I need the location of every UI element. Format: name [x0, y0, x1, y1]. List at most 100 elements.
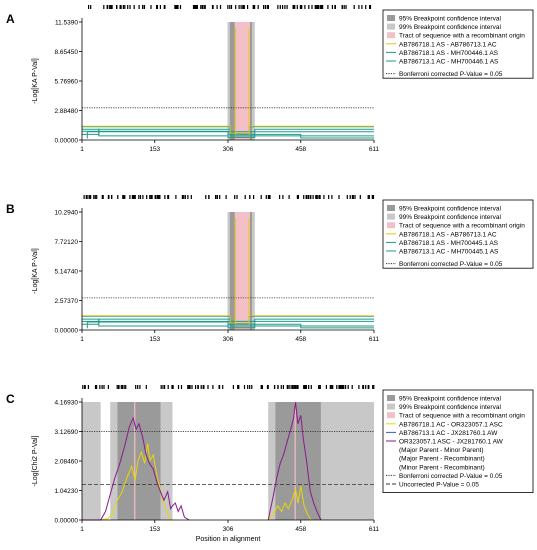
site-tick — [236, 195, 238, 199]
site-tick — [247, 5, 249, 9]
site-tick — [158, 195, 160, 199]
x-tick-label: 458 — [295, 146, 306, 153]
site-tick — [339, 385, 341, 389]
site-tick — [177, 385, 180, 389]
site-tick — [204, 5, 206, 9]
site-tick — [237, 385, 239, 389]
site-tick — [111, 195, 113, 199]
site-tick — [191, 385, 193, 389]
site-tick — [189, 385, 191, 389]
series-line — [82, 318, 374, 329]
site-tick — [343, 385, 345, 389]
site-tick — [312, 195, 314, 199]
legend-label: 95% Breakpoint confidence interval — [399, 16, 501, 23]
series-line — [86, 131, 374, 139]
site-tick — [119, 5, 121, 9]
y-axis-title: -Log[Chi2 P-Val] — [32, 436, 39, 487]
y-tick-label: 10.2940 — [55, 210, 79, 217]
site-tick — [132, 195, 134, 199]
site-tick — [164, 195, 166, 199]
site-tick — [129, 195, 131, 199]
site-tick — [229, 5, 231, 9]
site-tick — [331, 195, 333, 199]
recombinant-tract — [234, 212, 251, 330]
site-tick — [86, 195, 88, 199]
y-tick-label: 8.65450 — [55, 49, 79, 56]
site-tick — [160, 385, 162, 389]
y-axis-title: -Log[KA P-Val] — [32, 58, 39, 103]
legend-label: Tract of sequence with a recombinant ori… — [399, 413, 525, 420]
site-tick — [95, 385, 98, 389]
y-tick-label: 2.08460 — [55, 459, 79, 466]
site-tick — [329, 385, 331, 389]
x-tick-label: 611 — [369, 146, 380, 153]
site-tick — [116, 5, 118, 9]
site-tick — [303, 385, 305, 389]
site-tick — [305, 385, 307, 389]
site-tick — [322, 5, 324, 9]
site-tick — [108, 5, 110, 9]
legend-swatch — [387, 403, 395, 410]
site-tick — [351, 385, 353, 389]
ci99-band — [82, 402, 101, 520]
legend-label: OR323057.1 ASC - JX281760.1 AW — [399, 439, 504, 446]
x-tick-label: 153 — [149, 336, 160, 343]
chart-b: 0.00000 2.57370 5.14740 7.72120 10.2940 1 153 3… — [32, 195, 534, 343]
legend-swatch — [387, 23, 395, 30]
legend-swatch — [387, 412, 395, 419]
site-tick — [288, 385, 290, 389]
legend-label: AB786713.1 AC - MH700446.1 AS — [399, 59, 499, 66]
site-tick — [184, 195, 186, 199]
legend-label: Uncorrected P-Value = 0.05 — [399, 482, 479, 489]
site-tick — [295, 385, 297, 389]
chart-c: 0.00000 1.04230 2.08460 3.12690 4.16930 1 153 3… — [32, 385, 534, 543]
site-tick — [111, 5, 113, 9]
legend-label: AB786713.1 AC - JX281760.1 AW — [399, 430, 498, 437]
site-tick — [135, 385, 137, 389]
recombinant-tract — [294, 402, 296, 520]
site-tick — [303, 195, 305, 199]
site-tick — [235, 5, 237, 9]
site-tick — [323, 195, 325, 199]
x-tick-label: 458 — [295, 336, 306, 343]
site-tick — [203, 385, 205, 389]
site-tick — [139, 195, 142, 199]
site-tick — [212, 5, 214, 9]
series-line — [82, 128, 374, 137]
site-tick — [293, 5, 295, 9]
site-tick — [294, 385, 296, 389]
site-tick — [318, 385, 320, 389]
site-tick — [244, 195, 246, 199]
x-tick-label: 611 — [369, 526, 380, 533]
site-tick — [243, 385, 246, 389]
site-tick — [282, 5, 284, 9]
site-tick — [267, 5, 269, 9]
site-tick — [361, 5, 363, 9]
x-tick-label: 1 — [80, 146, 84, 153]
site-tick — [116, 385, 118, 389]
series-line — [82, 315, 374, 325]
legend-label: Bonferroni corrected P-Value = 0.05 — [399, 473, 503, 480]
site-tick — [103, 385, 105, 389]
site-tick — [331, 5, 333, 9]
site-tick — [157, 195, 159, 199]
site-tick — [168, 195, 170, 199]
site-tick — [373, 385, 375, 389]
site-tick — [142, 195, 144, 199]
legend-label: Bonferroni corrected P-Value = 0.05 — [399, 71, 503, 78]
panel-b: B 0.00000 2.57370 5.14740 7.72120 10.2940 1 15… — [0, 190, 537, 360]
legend-label: (Minor Parent - Recombinant) — [399, 464, 485, 471]
site-tick — [227, 5, 229, 9]
site-tick — [343, 5, 345, 9]
legend-swatch — [387, 32, 395, 39]
site-tick — [346, 195, 348, 199]
site-tick — [267, 385, 269, 389]
site-tick — [261, 385, 263, 389]
site-tick — [277, 5, 279, 9]
series-line-yellow — [82, 315, 374, 324]
site-tick — [215, 195, 217, 199]
site-tick — [319, 385, 321, 389]
site-tick — [156, 5, 158, 9]
site-tick — [195, 385, 197, 389]
site-tick — [212, 385, 214, 389]
